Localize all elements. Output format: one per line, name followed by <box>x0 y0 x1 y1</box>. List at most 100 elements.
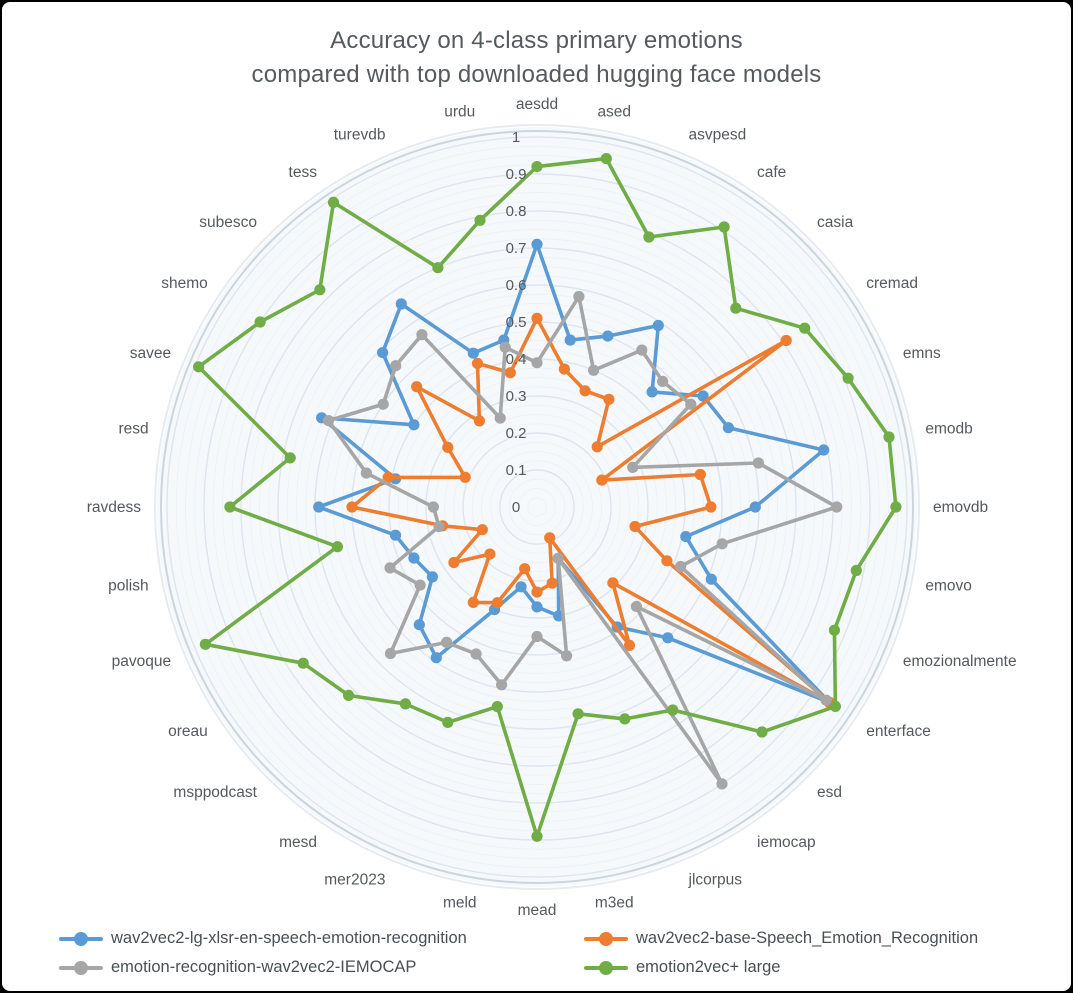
data-point-emozionalmente <box>661 555 673 567</box>
axis-label-tess: tess <box>289 164 318 181</box>
legend-label: wav2vec2-base-Speech_Emotion_Recognition <box>636 929 979 947</box>
axis-label-emovdb: emovdb <box>933 499 988 516</box>
grid-ring <box>166 136 908 878</box>
grid-ring <box>518 488 556 526</box>
chart-title-line1: Accuracy on 4-class primary emotions <box>330 27 743 54</box>
radial-tick-0.4: 0.4 <box>506 351 527 368</box>
data-point-emovo <box>680 531 692 543</box>
radial-tick-0.9: 0.9 <box>506 166 527 183</box>
data-point-jlcorpus <box>544 532 556 544</box>
data-point-casia <box>591 441 603 453</box>
axis-label-casia: casia <box>817 214 854 231</box>
data-point-oreau <box>414 579 426 591</box>
chart-title: Accuracy on 4-class primary emotions com… <box>2 24 1071 92</box>
data-point-ravdess <box>313 501 325 513</box>
data-point-asvpesd <box>579 385 591 397</box>
data-point-emodb <box>694 468 706 481</box>
axis-label-subesco: subesco <box>199 214 257 231</box>
data-point-ased <box>573 290 585 303</box>
grid-ring <box>490 460 584 554</box>
data-point-aesdd <box>531 312 543 324</box>
data-point-resd <box>284 452 296 464</box>
data-point-tess <box>473 415 485 427</box>
data-point-mead <box>531 586 543 598</box>
data-point-meld <box>519 563 531 575</box>
axis-label-mer2023: mer2023 <box>324 871 385 888</box>
data-point-cafe <box>636 344 648 356</box>
legend-item-emotion2vec-large[interactable]: emotion2vec+ large <box>584 958 1014 977</box>
axis-label-turevdb: turevdb <box>334 127 386 144</box>
chart-legend: wav2vec2-lg-xlsr-en-speech-emotion-recog… <box>2 929 1071 977</box>
data-point-turevdb <box>432 262 444 274</box>
axis-label-esd: esd <box>817 784 842 801</box>
data-point-esd <box>756 726 768 738</box>
data-point-meld <box>496 679 508 691</box>
data-point-asvpesd <box>602 330 614 342</box>
axis-label-oreau: oreau <box>168 723 208 740</box>
axis-label-cafe: cafe <box>757 164 786 181</box>
legend-item-wav2vec2-iemocap[interactable]: emotion-recognition-wav2vec2-IEMOCAP <box>59 958 584 977</box>
axis-label-resd: resd <box>118 420 148 437</box>
grid-ring <box>222 192 852 822</box>
data-point-cremad <box>799 322 811 334</box>
data-point-mead <box>531 601 543 613</box>
data-point-mead <box>531 630 543 643</box>
data-point-emodb <box>752 457 765 469</box>
data-point-savee <box>193 361 205 373</box>
data-point-m3ed <box>546 577 558 589</box>
axis-label-meld: meld <box>443 894 477 911</box>
data-point-iemocap <box>667 704 679 716</box>
data-point-savee <box>459 471 471 483</box>
grid-ring <box>370 340 704 674</box>
legend-label: emotion-recognition-wav2vec2-IEMOCAP <box>111 958 417 976</box>
data-point-esd <box>662 632 674 644</box>
data-point-mer2023 <box>491 597 503 609</box>
grid-ring <box>296 266 778 748</box>
data-point-emns <box>722 422 735 434</box>
data-point-emovdb <box>831 501 843 513</box>
data-point-jlcorpus <box>552 552 564 564</box>
axis-label-iemocap: iemocap <box>757 834 816 851</box>
grid-ring <box>499 469 575 545</box>
data-point-mead <box>531 830 543 842</box>
data-point-casia <box>730 302 742 314</box>
data-point-resd <box>360 467 372 479</box>
data-point-meld <box>491 701 503 713</box>
grid-ring <box>462 432 612 582</box>
legend-item-wav2vec2-base[interactable]: wav2vec2-base-Speech_Emotion_Recognition <box>584 929 1014 948</box>
data-point-shemo <box>442 441 454 453</box>
data-point-meld <box>515 581 527 593</box>
radial-tick-0.5: 0.5 <box>506 314 527 331</box>
radial-tick-0.3: 0.3 <box>506 388 527 405</box>
axis-label-mead: mead <box>518 902 557 919</box>
data-point-asvpesd <box>588 364 600 376</box>
axis-label-shemo: shemo <box>161 275 208 292</box>
data-point-pavoque <box>384 562 396 574</box>
data-point-pavoque <box>408 552 420 564</box>
data-point-msppodcast <box>484 548 496 560</box>
axis-label-emodb: emodb <box>925 420 972 437</box>
data-point-iemocap <box>716 778 728 790</box>
axis-label-msppodcast: msppodcast <box>173 784 257 801</box>
data-point-asvpesd <box>643 231 655 243</box>
grid-ring <box>508 478 566 536</box>
data-point-polish <box>389 529 402 541</box>
data-point-shemo <box>377 398 389 410</box>
grid-ring <box>425 395 649 619</box>
data-point-emozionalmente <box>675 560 687 573</box>
radial-tick-1: 1 <box>512 129 520 146</box>
data-point-msppodcast <box>384 647 397 660</box>
legend-label: wav2vec2-lg-xlsr-en-speech-emotion-recog… <box>111 929 467 947</box>
data-point-polish <box>433 520 445 533</box>
data-point-subesco <box>411 381 423 393</box>
data-point-pavoque <box>199 638 211 650</box>
axis-label-emozionalmente: emozionalmente <box>903 653 1017 670</box>
legend-item-wav2vec2-lg-xlsr[interactable]: wav2vec2-lg-xlsr-en-speech-emotion-recog… <box>59 929 584 948</box>
data-point-resd <box>382 471 394 483</box>
data-point-aesdd <box>531 238 543 250</box>
grid-ring <box>249 219 825 795</box>
data-point-emns <box>596 474 608 486</box>
data-point-cremad <box>697 390 709 402</box>
axis-label-urdu: urdu <box>444 104 475 121</box>
